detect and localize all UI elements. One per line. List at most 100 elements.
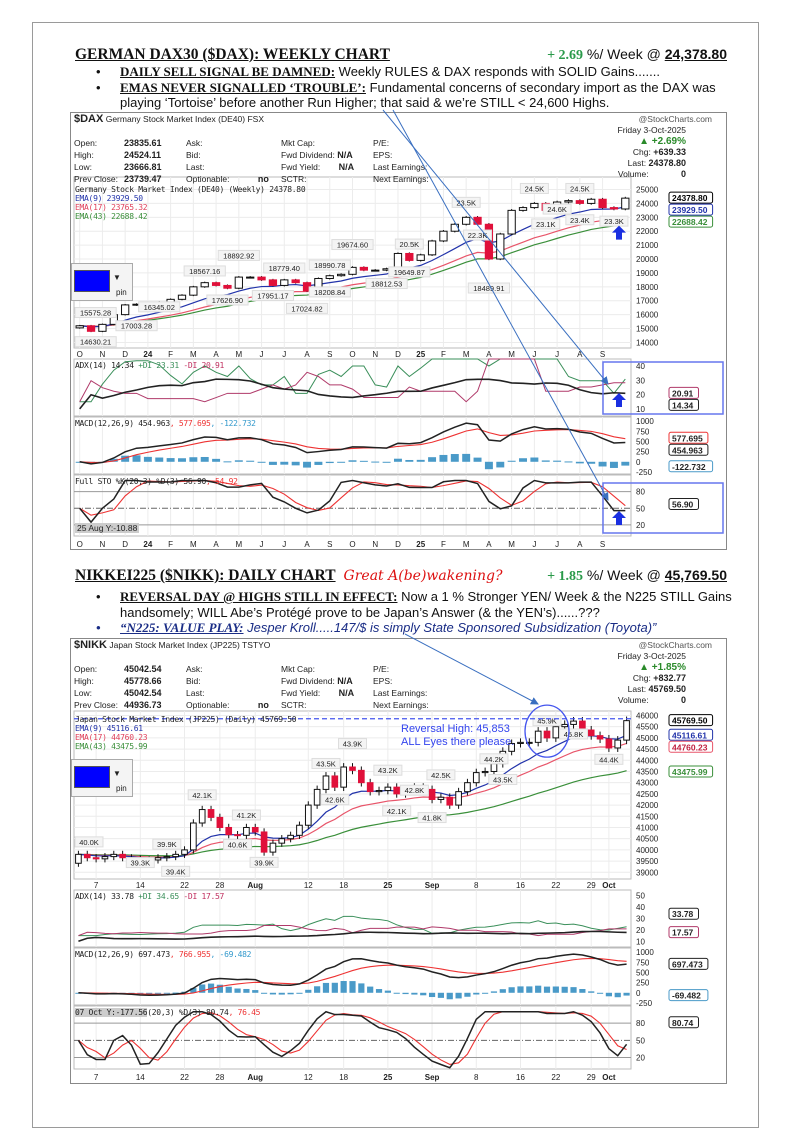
nikkei-heading: NIKKEI225 ($NIKK): DAILY CHART: [75, 567, 336, 584]
macd-histogram-bar: [359, 460, 368, 462]
macd-histogram-bar: [325, 461, 334, 464]
x-tick-label: Aug: [247, 881, 263, 890]
macd-histogram-bar: [437, 992, 445, 998]
exchange: FSX: [247, 114, 264, 124]
candle-body: [552, 726, 560, 739]
color-swatch[interactable]: [74, 766, 110, 788]
ema43-value-label: 43475.99: [672, 767, 708, 777]
macd-histogram-bar: [337, 461, 346, 463]
macd-histogram-bar: [303, 461, 312, 468]
x-tick-label: Oct: [602, 881, 616, 890]
price-annotation: 40.6K: [228, 840, 248, 849]
bullet-item: EMAS NEVER SIGNALLED ‘TROUBLE’: Fundamen…: [96, 80, 748, 111]
x-tick-label-bottom: M: [508, 540, 515, 549]
price-annotation: 18489.91: [473, 284, 504, 293]
candle-body: [570, 720, 577, 725]
x-tick-label-bottom: 22: [180, 1073, 189, 1082]
adx-value-label-box: [668, 398, 699, 411]
bullet-lead: DAILY SELL SIGNAL BE DAMNED:: [120, 64, 336, 79]
macd-histogram-bar: [623, 992, 630, 996]
bullet-text: Now a 1 % Stronger YEN/ Week & the N225 …: [120, 589, 732, 620]
pin-label[interactable]: pin: [116, 784, 127, 793]
label: Fwd Yield:: [281, 162, 321, 172]
candle-body: [234, 834, 241, 837]
macd-tick-label: 0: [636, 989, 641, 998]
macd-hist-value: , -69.482: [210, 950, 252, 959]
macd-histogram-bar: [189, 457, 198, 462]
candle-body: [518, 207, 528, 211]
price-annotation-box: [231, 809, 261, 821]
nikkei-tagline: Great A(be)wakening?: [343, 568, 503, 584]
candle-body: [278, 838, 286, 844]
label: Ask:: [186, 138, 203, 148]
sto-tick-label: 50: [636, 504, 645, 513]
adx-line: [78, 930, 627, 943]
macd-histogram-bar: [154, 992, 162, 994]
x-tick-label-bottom: M: [463, 540, 470, 549]
color-pin-widget[interactable]: ▼ pin: [71, 263, 133, 301]
price-annotation: 40.0K: [79, 838, 99, 847]
price-annotation: 44.4K: [599, 755, 619, 764]
price-annotation: 18779.40: [269, 264, 300, 273]
candle-body: [564, 200, 573, 203]
y-tick-label: 43000: [636, 779, 659, 788]
label: Fwd Yield:: [281, 688, 321, 698]
macd-value-label: -69.482: [672, 991, 701, 1001]
macd-histogram-bar: [163, 992, 170, 994]
x-tick-label-bottom: A: [577, 540, 583, 549]
macd-histogram-bar: [543, 986, 551, 993]
candle-body: [268, 279, 278, 286]
macd-histogram-bar: [246, 460, 255, 462]
candle-body: [609, 207, 619, 210]
ema17-value-label: 44760.23: [672, 742, 708, 752]
candle-body: [623, 720, 630, 741]
label: P/E:: [373, 664, 390, 674]
x-tick-label-bottom: J: [555, 540, 559, 549]
price-annotation-box: [249, 856, 279, 868]
candle-body: [598, 198, 607, 209]
minus-di-value: -DI 20.91: [178, 361, 225, 370]
nikkei-chart-svg: 7 7 14 14 22 22 28 28 Aug Aug 12 12 18 18 25 25 Sep Sep 8 8…: [73, 704, 714, 1082]
candle-body: [439, 230, 448, 242]
dropdown-arrow-icon[interactable]: ▼: [113, 273, 121, 282]
low-value: 45042.54: [124, 688, 162, 698]
macd-value-label: 697.473: [672, 959, 703, 969]
candle-body: [358, 769, 365, 784]
x-tick-label-bottom: 25: [416, 540, 425, 549]
sto-tick-label: 20: [636, 521, 645, 530]
chart-title: $NIKK Japan Stock Market Index (JP225) T…: [74, 639, 270, 651]
macd-histogram-bar: [252, 990, 259, 993]
price-annotation: 44.2K: [484, 755, 504, 764]
color-pin-widget[interactable]: ▼ pin: [71, 759, 133, 797]
open-value: 45042.54: [124, 664, 162, 674]
macd-histogram-bar: [260, 992, 268, 994]
price-annotation: 39.9K: [157, 840, 177, 849]
macd-tick-label: 750: [636, 958, 650, 967]
crosshair-tooltip: 25 Aug Y:-10.88: [75, 523, 140, 533]
macd-histogram-bar: [473, 457, 482, 462]
date: Friday 3-Oct-2025: [617, 125, 687, 135]
candle-body: [446, 796, 454, 806]
pin-label[interactable]: pin: [116, 288, 127, 297]
x-tick-label-bottom: 25: [383, 1073, 392, 1082]
candle-body: [490, 763, 498, 772]
x-tick-label-bottom: D: [395, 540, 401, 549]
info-col-1: Open: High: Low: Prev Close:: [74, 137, 118, 185]
price-annotation-box: [125, 857, 155, 869]
last-price-label: 45769.50: [672, 716, 708, 726]
macd-histogram-bar: [178, 458, 186, 462]
macd-histogram-bar: [382, 461, 391, 463]
macd-histogram-bar: [331, 982, 338, 993]
ema43-legend: EMA(43) 43475.99: [75, 742, 148, 751]
adx-tick-label: 40: [636, 362, 645, 371]
color-swatch[interactable]: [74, 270, 110, 292]
dropdown-arrow-icon[interactable]: ▼: [113, 769, 121, 778]
x-tick-label-bottom: Aug: [247, 1073, 263, 1082]
candle-body: [291, 279, 300, 284]
week-label: %/ Week @: [583, 46, 665, 62]
adx-panel-frame: [73, 889, 632, 948]
bullet-lead: EMAS NEVER SIGNALLED ‘TROUBLE’:: [120, 79, 366, 95]
candle-body: [384, 786, 392, 792]
candle-body: [189, 286, 198, 296]
macd-histogram-bar: [526, 986, 533, 993]
